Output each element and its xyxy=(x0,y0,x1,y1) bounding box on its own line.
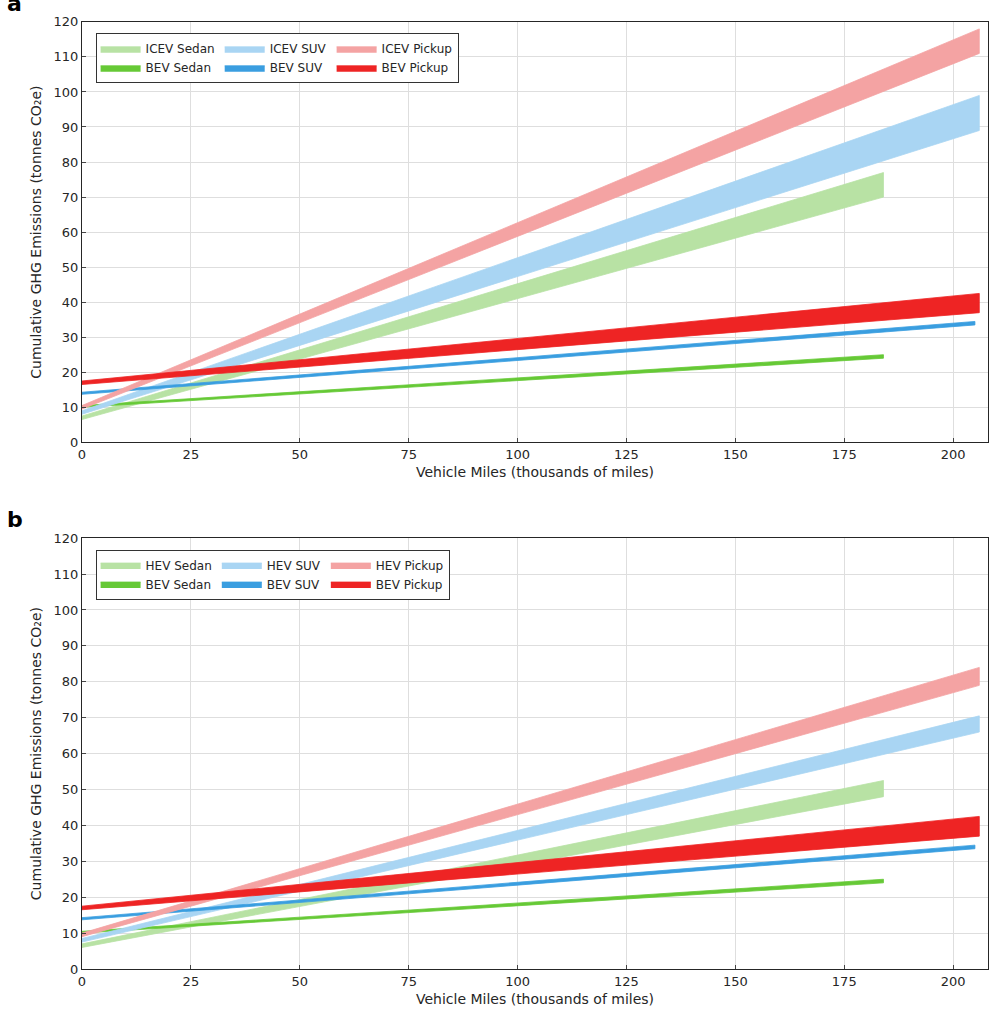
svg-text:BEV SUV: BEV SUV xyxy=(267,578,320,592)
svg-text:HEV Pickup: HEV Pickup xyxy=(376,559,443,573)
svg-text:30: 30 xyxy=(62,854,79,869)
svg-text:0: 0 xyxy=(70,962,78,977)
svg-text:20: 20 xyxy=(62,365,79,380)
svg-text:10: 10 xyxy=(62,400,79,415)
svg-text:BEV Pickup: BEV Pickup xyxy=(382,61,449,75)
svg-text:90: 90 xyxy=(62,120,79,135)
svg-text:Vehicle Miles (thousands of mi: Vehicle Miles (thousands of miles) xyxy=(416,464,654,480)
svg-text:ICEV Pickup: ICEV Pickup xyxy=(382,42,452,56)
svg-text:70: 70 xyxy=(62,710,79,725)
svg-text:Cumulative GHG Emissions (tonn: Cumulative GHG Emissions (tonnes CO₂e) xyxy=(28,607,44,900)
svg-text:200: 200 xyxy=(941,447,966,462)
svg-text:110: 110 xyxy=(54,49,79,64)
svg-text:40: 40 xyxy=(62,295,79,310)
svg-text:50: 50 xyxy=(292,974,309,989)
svg-text:30: 30 xyxy=(62,330,79,345)
svg-text:HEV SUV: HEV SUV xyxy=(267,559,321,573)
svg-text:70: 70 xyxy=(62,190,79,205)
svg-text:100: 100 xyxy=(54,85,79,100)
svg-text:100: 100 xyxy=(505,974,530,989)
svg-text:ICEV SUV: ICEV SUV xyxy=(270,42,327,56)
svg-text:150: 150 xyxy=(723,974,748,989)
svg-text:10: 10 xyxy=(62,926,79,941)
svg-text:125: 125 xyxy=(614,447,639,462)
svg-text:110: 110 xyxy=(54,567,79,582)
svg-text:0: 0 xyxy=(78,447,86,462)
svg-text:120: 120 xyxy=(54,531,79,546)
svg-text:125: 125 xyxy=(614,974,639,989)
svg-text:80: 80 xyxy=(62,674,79,689)
svg-text:BEV Sedan: BEV Sedan xyxy=(146,61,211,75)
svg-text:80: 80 xyxy=(62,155,79,170)
svg-text:25: 25 xyxy=(183,447,200,462)
svg-text:40: 40 xyxy=(62,818,79,833)
svg-text:ICEV Sedan: ICEV Sedan xyxy=(146,42,215,56)
svg-text:25: 25 xyxy=(183,974,200,989)
svg-text:Cumulative GHG Emissions (tonn: Cumulative GHG Emissions (tonnes CO₂e) xyxy=(28,86,44,379)
svg-text:20: 20 xyxy=(62,890,79,905)
svg-text:0: 0 xyxy=(70,435,78,450)
svg-text:75: 75 xyxy=(400,974,417,989)
svg-text:BEV Sedan: BEV Sedan xyxy=(146,578,211,592)
svg-text:50: 50 xyxy=(62,260,79,275)
svg-text:HEV Sedan: HEV Sedan xyxy=(146,559,212,573)
svg-text:120: 120 xyxy=(54,14,79,29)
svg-text:Vehicle Miles (thousands of mi: Vehicle Miles (thousands of miles) xyxy=(416,991,654,1007)
svg-text:BEV Pickup: BEV Pickup xyxy=(376,578,443,592)
svg-text:60: 60 xyxy=(62,746,79,761)
svg-text:0: 0 xyxy=(78,974,86,989)
svg-text:200: 200 xyxy=(941,974,966,989)
svg-text:BEV SUV: BEV SUV xyxy=(270,61,323,75)
svg-text:a: a xyxy=(7,0,22,16)
svg-text:100: 100 xyxy=(505,447,530,462)
svg-text:90: 90 xyxy=(62,638,79,653)
svg-text:50: 50 xyxy=(62,782,79,797)
svg-text:150: 150 xyxy=(723,447,748,462)
svg-text:b: b xyxy=(7,507,23,532)
svg-text:175: 175 xyxy=(832,447,857,462)
svg-text:175: 175 xyxy=(832,974,857,989)
svg-text:100: 100 xyxy=(54,603,79,618)
svg-text:75: 75 xyxy=(400,447,417,462)
svg-text:50: 50 xyxy=(292,447,309,462)
svg-text:60: 60 xyxy=(62,225,79,240)
